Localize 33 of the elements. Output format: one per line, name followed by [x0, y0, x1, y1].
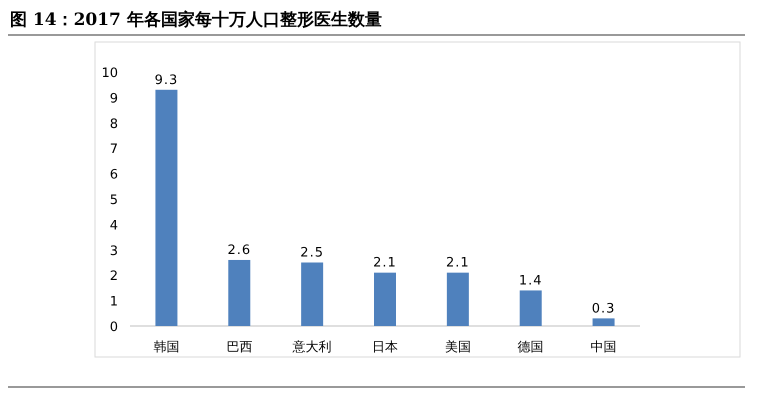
- y-tick-label: 6: [110, 168, 118, 183]
- y-tick-label: 7: [110, 142, 118, 158]
- x-tick-label: 韩国: [153, 340, 180, 355]
- y-tick-label: 5: [110, 193, 118, 208]
- y-tick-label: 2: [110, 269, 118, 284]
- bar: [520, 290, 542, 326]
- chart-title: 图 14：2017 年各国家每十万人口整形医生数量: [10, 10, 382, 30]
- bar: [155, 90, 178, 326]
- y-tick-label: 0: [110, 320, 118, 335]
- y-tick-label: 3: [110, 244, 118, 259]
- bar: [592, 318, 615, 326]
- y-tick-label: 10: [101, 66, 118, 81]
- y-tick-label: 1: [110, 294, 118, 310]
- bar: [446, 272, 469, 326]
- y-tick-label: 4: [110, 218, 118, 234]
- data-label: 1.4: [518, 273, 543, 288]
- data-label: 2.1: [446, 256, 470, 271]
- bar: [374, 272, 396, 326]
- data-label: 2.1: [373, 256, 397, 271]
- bar: [228, 260, 250, 326]
- x-tick-label: 中国: [590, 340, 617, 355]
- x-tick-label: 巴西: [226, 340, 252, 355]
- x-tick-label: 意大利: [292, 340, 332, 355]
- y-tick-label: 8: [110, 116, 118, 132]
- data-label: 2.6: [227, 242, 252, 258]
- x-tick-label: 美国: [444, 339, 471, 355]
- data-label: 0.3: [592, 301, 616, 316]
- y-tick-label: 9: [110, 91, 118, 106]
- data-label: 2.5: [300, 246, 324, 260]
- bar: [301, 262, 324, 326]
- data-label: 9.3: [154, 72, 178, 88]
- x-tick-label: 德国: [518, 340, 544, 355]
- x-tick-label: 日本: [372, 340, 398, 355]
